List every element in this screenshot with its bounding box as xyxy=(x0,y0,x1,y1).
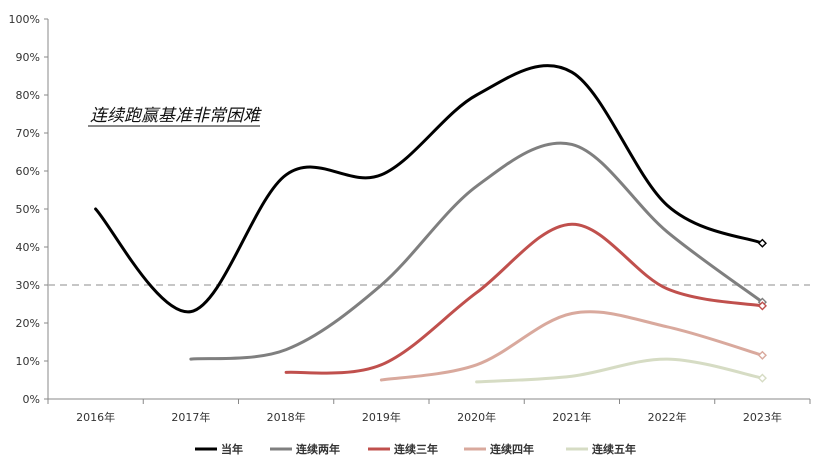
x-tick-label: 2020年 xyxy=(457,410,496,424)
legend-label: 当年 xyxy=(221,442,243,456)
x-tick-label: 2016年 xyxy=(76,410,115,424)
legend-item: 连续五年 xyxy=(566,442,636,456)
y-tick-label: 10% xyxy=(16,355,40,368)
legend-item: 当年 xyxy=(195,442,243,456)
series-5 xyxy=(475,357,767,384)
legend: 当年 连续两年 连续三年 连续四年 连续五年 xyxy=(195,442,636,456)
legend-item: 连续两年 xyxy=(270,442,340,456)
series-line xyxy=(379,310,764,382)
series-end-marker xyxy=(757,350,767,360)
series-4 xyxy=(379,310,767,382)
series-1 xyxy=(94,64,767,314)
x-tick-label: 2018年 xyxy=(267,410,306,424)
legend-item: 连续四年 xyxy=(464,442,534,456)
x-tick-label: 2017年 xyxy=(171,410,210,424)
y-tick-label: 0% xyxy=(23,393,40,406)
y-tick-label: 90% xyxy=(16,51,40,64)
legend-item: 连续三年 xyxy=(368,442,438,456)
x-tick-label: 2022年 xyxy=(648,410,687,424)
y-tick-label: 20% xyxy=(16,317,40,330)
y-tick-label: 30% xyxy=(16,279,40,292)
series-2 xyxy=(189,141,767,361)
legend-label: 连续四年 xyxy=(490,442,534,456)
x-tick-label: 2021年 xyxy=(552,410,591,424)
series-end-marker xyxy=(757,373,767,383)
series-line xyxy=(189,141,764,361)
chart-annotation: 连续跑赢基准非常困难 xyxy=(90,106,262,126)
legend-label: 连续三年 xyxy=(394,442,438,456)
series-line xyxy=(475,357,764,384)
y-tick-label: 100% xyxy=(9,13,40,26)
y-tick-label: 60% xyxy=(16,165,40,178)
series-end-marker xyxy=(757,301,767,311)
legend-label: 连续五年 xyxy=(592,442,636,456)
y-axis: 0% 10% 20% 30% 40% 50% 60% 70% 80% 90% 100% xyxy=(9,13,49,406)
series-end-marker xyxy=(757,238,767,248)
series-group xyxy=(94,64,767,384)
y-tick-label: 40% xyxy=(16,241,40,254)
series-line xyxy=(94,64,764,314)
series-3 xyxy=(284,222,767,375)
series-line xyxy=(284,222,764,375)
x-axis: 2016年 2017年 2018年 2019年 2020年 2021年 2022年 2023年 xyxy=(47,398,811,424)
legend-label: 连续两年 xyxy=(296,442,340,456)
y-tick-label: 80% xyxy=(16,89,40,102)
y-tick-label: 50% xyxy=(16,203,40,216)
y-tick-label: 70% xyxy=(16,127,40,140)
x-tick-label: 2019年 xyxy=(362,410,401,424)
x-tick-label: 2023年 xyxy=(743,410,782,424)
